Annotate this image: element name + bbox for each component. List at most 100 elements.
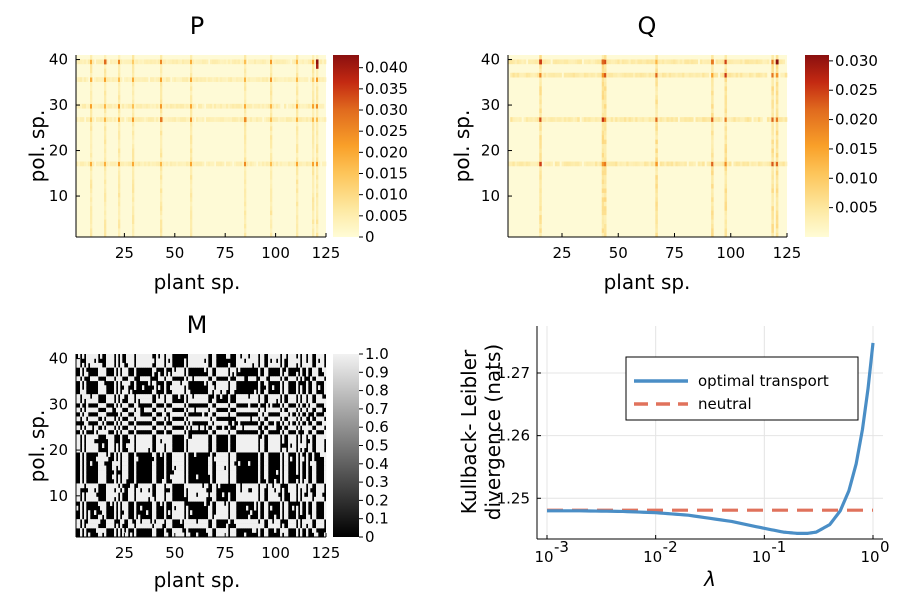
panel-q-xlabel: plant sp. xyxy=(604,270,691,294)
panel-p-cell xyxy=(246,77,249,82)
panel-m-cell xyxy=(82,376,85,382)
panel-m-cell xyxy=(182,461,185,466)
panel-m-cell xyxy=(202,407,205,413)
panel-m-cell xyxy=(250,483,253,489)
panel-m-cell xyxy=(236,438,239,444)
panel-p-cell xyxy=(260,103,263,109)
panel-m-cell xyxy=(86,523,89,529)
panel-q-cell xyxy=(617,72,620,78)
panel-m-cell xyxy=(246,438,249,444)
panel-m-cell xyxy=(294,394,297,399)
panel-p-cell xyxy=(286,161,289,167)
panel-m-cell xyxy=(162,496,165,502)
panel-p-cell xyxy=(100,103,103,109)
panel-q-cell xyxy=(724,134,728,140)
panel-m-cell xyxy=(196,407,199,413)
panel-m-cell xyxy=(112,461,115,466)
panel-m-cell xyxy=(238,367,241,373)
panel-m-cell xyxy=(204,483,207,489)
panel-m-cell xyxy=(158,487,161,493)
panel-p-cell xyxy=(114,117,117,122)
panel-m-cell xyxy=(240,398,243,404)
panel-m-cell xyxy=(254,416,257,422)
panel-m-cell xyxy=(310,416,313,422)
panel-m-cell xyxy=(94,354,97,359)
panel-m-cell xyxy=(136,519,139,524)
panel-m-cell xyxy=(280,452,283,457)
panel-q-cell xyxy=(746,72,750,78)
panel-q-cell xyxy=(711,139,714,145)
panel-m-cell xyxy=(172,429,175,435)
panel-q-cell xyxy=(724,126,728,131)
panel-q-colorbar-tick-label: 0.030 xyxy=(835,52,878,70)
panel-m-cell xyxy=(134,461,137,466)
panel-q-cell xyxy=(724,143,728,149)
panel-m-cell xyxy=(262,438,265,444)
panel-m-cell xyxy=(242,496,245,502)
panel-q-cell xyxy=(572,59,576,65)
panel-m-cell xyxy=(174,474,177,480)
panel-p-cell xyxy=(218,117,221,122)
panel-p-cell xyxy=(130,103,133,109)
panel-m-cell xyxy=(218,532,221,538)
panel-m-cell xyxy=(128,447,131,453)
panel-q-cell xyxy=(595,161,598,167)
panel-m-cell xyxy=(200,487,203,493)
panel-q-cell xyxy=(603,108,607,114)
panel-m-cell xyxy=(82,425,85,431)
panel-m-cell xyxy=(256,487,259,493)
panel-p-cell xyxy=(112,103,115,109)
panel-p-cell xyxy=(160,59,163,65)
panel-q-cell xyxy=(771,86,774,91)
panel-p-cell xyxy=(296,183,299,189)
panel-q-cell xyxy=(780,161,783,167)
panel-m-cell xyxy=(272,492,275,498)
panel-p-cell xyxy=(190,94,193,100)
panel-m-cell xyxy=(290,492,293,498)
panel-m-cell xyxy=(158,385,161,391)
panel-q-cell xyxy=(628,117,632,122)
panel-m-cell xyxy=(200,407,203,413)
panel-p-cell xyxy=(88,103,91,109)
panel-m-cell xyxy=(300,501,303,507)
panel-q-cell xyxy=(733,161,736,167)
panel-m-cell xyxy=(172,420,175,426)
panel-m-cell xyxy=(262,394,265,399)
panel-m-cell xyxy=(76,394,79,399)
panel-m-cell xyxy=(88,483,91,489)
panel-m-cell xyxy=(164,470,167,475)
panel-p-cell xyxy=(244,179,247,185)
panel-q-cell xyxy=(775,205,779,211)
panel-p-cell xyxy=(90,174,93,180)
panel-m-cell xyxy=(314,412,317,417)
panel-m-cell xyxy=(210,532,213,538)
panel-p-cell xyxy=(316,126,319,131)
panel-q-cell xyxy=(545,72,549,78)
panel-m-cell xyxy=(102,452,105,457)
panel-m-cell xyxy=(262,407,265,413)
panel-m-cell xyxy=(282,487,285,493)
panel-m-cell xyxy=(84,412,87,417)
panel-m-cell xyxy=(98,371,101,377)
panel-p-cell xyxy=(104,165,107,171)
panel-m-cell xyxy=(258,412,261,417)
panel-q-cell xyxy=(693,72,696,78)
panel-m-cell xyxy=(138,416,141,422)
panel-m-cell xyxy=(132,483,135,489)
panel-p-cell xyxy=(312,139,315,145)
panel-m-cell xyxy=(92,519,95,524)
panel-m-cell xyxy=(122,371,125,377)
panel-p-cell xyxy=(118,55,121,60)
panel-q-cell xyxy=(588,161,591,167)
panel-p-cell xyxy=(140,59,143,65)
panel-m-cell xyxy=(302,407,305,413)
panel-p-cell xyxy=(312,99,315,105)
panel-m-cell xyxy=(188,398,191,404)
panel-m-cell xyxy=(228,362,231,368)
panel-q-cell xyxy=(751,59,754,65)
panel-m-cell xyxy=(130,389,133,395)
panel-m-cell xyxy=(220,478,223,484)
panel-q-cell xyxy=(603,201,607,207)
panel-p-cell xyxy=(230,117,233,122)
panel-p-cell xyxy=(228,103,231,109)
